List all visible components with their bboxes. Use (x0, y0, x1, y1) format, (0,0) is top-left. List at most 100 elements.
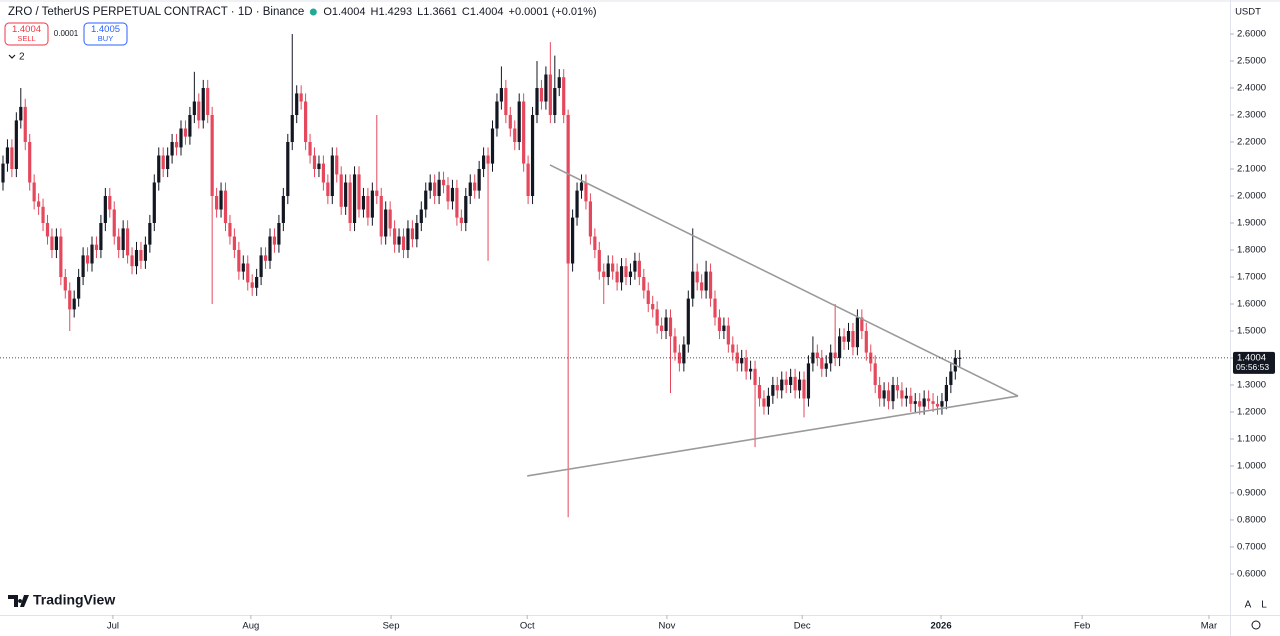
candle-body (473, 182, 477, 191)
candle-body (455, 187, 459, 218)
candle-body (23, 106, 27, 143)
candle-body (935, 403, 940, 407)
candle-body (495, 101, 499, 129)
candle-body (81, 255, 85, 277)
candle-body (926, 398, 931, 402)
candle-body (860, 317, 864, 331)
candle-body (677, 352, 682, 364)
candle-body (437, 179, 441, 197)
candle-body (477, 169, 481, 191)
countdown: 05:56:53 (1236, 362, 1269, 372)
indicator-count: 2 (19, 52, 25, 63)
candle-body (32, 182, 36, 202)
candle-body (303, 101, 308, 143)
candle-body (415, 222, 419, 240)
sell-button[interactable] (4, 22, 49, 46)
candle-body (392, 228, 397, 245)
candle-body (352, 174, 357, 223)
candle-body (753, 368, 757, 385)
candle-body (766, 395, 771, 407)
candle-body (263, 255, 268, 261)
candle-body (913, 401, 917, 404)
logo-icon (8, 595, 29, 607)
plot (1, 34, 1019, 518)
candle-body (633, 260, 637, 272)
candle-body (68, 290, 72, 310)
candle-body (108, 196, 112, 210)
candle-body (597, 249, 601, 272)
log-scale[interactable]: L (1261, 600, 1267, 611)
candle-body (762, 398, 766, 407)
candle-body (41, 206, 45, 223)
y-tick-label: 2.1000 (1237, 164, 1266, 175)
auto-scale[interactable]: A (1245, 600, 1252, 611)
ohlc-label: C (462, 6, 470, 18)
candle-body (789, 376, 793, 385)
candle-body (90, 244, 94, 264)
y-tick-label: 1.2000 (1237, 406, 1266, 417)
candle-body (584, 182, 588, 202)
candle-body (784, 379, 788, 385)
candle-body (513, 128, 517, 143)
candle-body (522, 101, 526, 164)
candle-body (780, 379, 784, 391)
candle-body (570, 217, 575, 264)
candle-body (125, 228, 130, 256)
candle-body (842, 336, 846, 342)
candle-body (446, 185, 450, 202)
candle-body (900, 390, 904, 399)
candle-body (112, 209, 116, 237)
currency: USDT (1235, 7, 1261, 18)
candle-body (637, 260, 641, 277)
candle-body (19, 106, 23, 121)
candle-body (508, 115, 512, 129)
candle-body (103, 196, 107, 223)
candle-body (148, 222, 152, 245)
candle-body (535, 88, 539, 116)
candle-body (406, 228, 410, 250)
candle-body (717, 317, 722, 331)
candle-body (299, 93, 303, 102)
x-tick-label: Oct (520, 621, 535, 632)
candle-body (499, 88, 504, 102)
candle-body (255, 276, 259, 288)
candle-body (357, 174, 361, 210)
spread: 0.0001 (54, 29, 79, 38)
candle-body (99, 222, 103, 250)
candle-body (170, 142, 174, 156)
candle-body (744, 357, 748, 372)
header: ZRO / TetherUS PERPETUAL CONTRACT · 1D ·… (8, 6, 597, 18)
candle-body (5, 147, 10, 164)
candle-body (882, 390, 886, 399)
settings-icon[interactable] (1251, 620, 1261, 630)
trade-buttons: 1.4004 SELL 0.0001 1.4005 BUY (4, 22, 128, 46)
candle-body (909, 395, 913, 404)
candle-body (735, 352, 739, 364)
candle-body (419, 209, 423, 223)
last-price-tag (1233, 351, 1275, 374)
candle-body (428, 182, 432, 191)
candle-body (931, 401, 935, 404)
candle-body (214, 196, 219, 210)
y-tick-label: 1.9000 (1237, 218, 1266, 229)
x-tick-label: Jul (107, 621, 119, 632)
candle-body (557, 77, 561, 89)
indicator-toggle[interactable] (8, 54, 16, 59)
candle-body (481, 155, 486, 170)
candle-body (886, 390, 891, 402)
candle-body (949, 371, 953, 385)
candle-body (539, 88, 544, 102)
candle-body (348, 182, 352, 223)
candle-body (940, 401, 944, 407)
candle-body (121, 228, 125, 250)
candle-body (63, 276, 67, 291)
candle-body (179, 128, 183, 148)
candle-body (797, 379, 802, 391)
candle-body (317, 163, 321, 170)
y-tick-label: 1.1000 (1237, 433, 1266, 444)
buy-button[interactable] (83, 22, 128, 46)
candle-body (704, 271, 708, 291)
candle-body (726, 325, 730, 345)
candle-body (748, 368, 753, 372)
candle-body (375, 190, 379, 197)
